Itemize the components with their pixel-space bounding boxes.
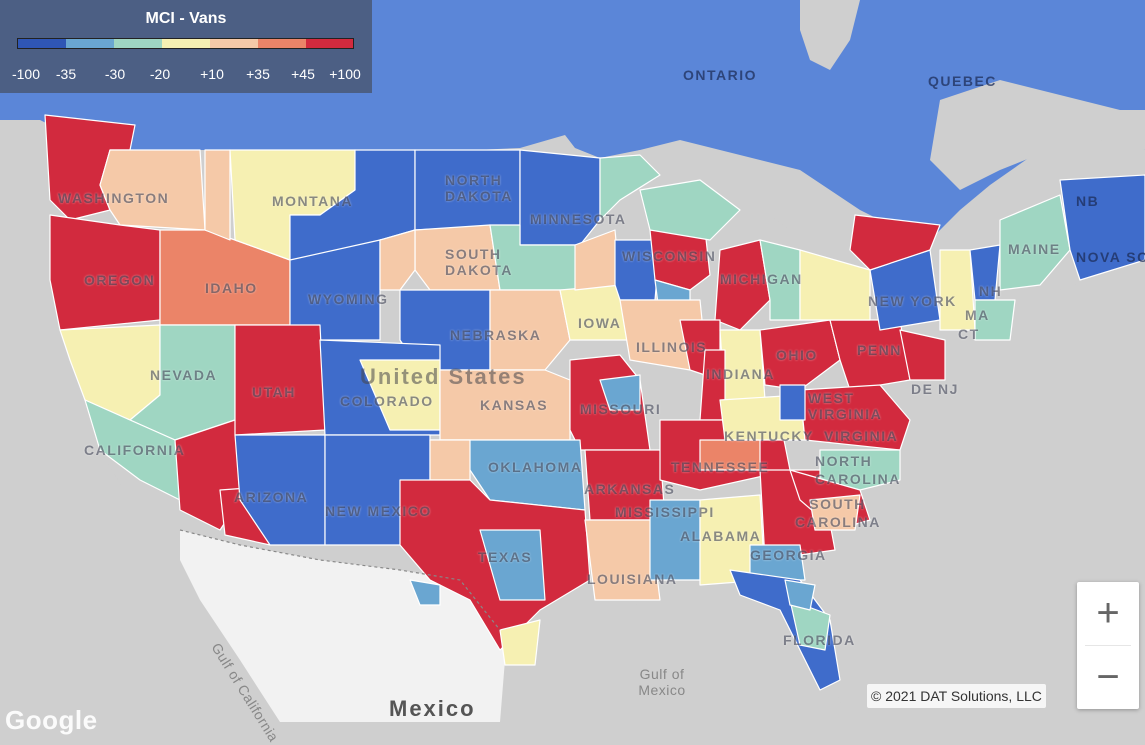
label-nb: NB	[1076, 193, 1100, 209]
map-graphic: .b { stroke: #ffffff; stroke-width: 1.2;…	[0, 0, 1145, 722]
label-nj: NJ	[938, 381, 959, 397]
label-illinois: ILLINOIS	[636, 339, 708, 355]
zoom-in-button[interactable]: +	[1096, 591, 1120, 635]
map-canvas[interactable]: .b { stroke: #ffffff; stroke-width: 1.2;…	[0, 0, 1145, 722]
region-north-carolina	[819, 449, 901, 491]
label-idaho: IDAHO	[205, 280, 258, 296]
label-utah: UTAH	[252, 384, 296, 400]
label-oklahoma: OKLAHOMA	[488, 459, 583, 475]
legend-swatch	[114, 39, 162, 48]
label-ohio: OHIO	[776, 347, 818, 363]
legend-color-scale	[17, 38, 354, 49]
map-legend: MCI - Vans -100 -35 -30 -20 +10 +35 +45 …	[0, 0, 372, 93]
label-nova-scotia: NOVA SC	[1076, 249, 1145, 265]
label-georgia: GEORGIA	[750, 547, 827, 563]
zoom-out-button[interactable]: −	[1096, 655, 1120, 699]
legend-tick: -100	[11, 66, 41, 82]
region-minnesota	[519, 149, 601, 246]
label-quebec: QUEBEC	[928, 73, 997, 89]
label-louisiana: LOUISIANA	[587, 571, 678, 587]
label-kentucky: KENTUCKY	[724, 428, 814, 444]
label-mexico: Mexico	[389, 696, 476, 721]
label-arizona: ARIZONA	[234, 489, 309, 505]
label-south-dakota: SOUTH DAKOTA	[445, 246, 513, 278]
region-michigan	[714, 239, 771, 331]
label-ma: MA	[965, 307, 990, 323]
legend-tick: +35	[246, 66, 270, 82]
label-north-carolina: NORTH CAROLINA	[815, 453, 901, 487]
legend-title: MCI - Vans	[145, 10, 227, 27]
region-ohio	[759, 319, 841, 391]
label-montana: MONTANA	[272, 193, 354, 209]
legend-tick: +100	[329, 66, 361, 82]
label-west-virginia: WEST VIRGINIA	[808, 390, 883, 422]
label-de: DE	[911, 381, 934, 397]
label-indiana: INDIANA	[706, 366, 775, 382]
label-wisconsin: WISCONSIN	[622, 248, 717, 264]
region-arizona	[234, 434, 326, 546]
label-virginia: VIRGINIA	[824, 428, 899, 444]
legend-tick: -30	[104, 66, 126, 82]
legend-swatch	[258, 39, 306, 48]
label-iowa: IOWA	[578, 315, 622, 331]
label-nh: NH	[979, 283, 1003, 299]
legend-tick: +10	[200, 66, 224, 82]
legend-tick: -20	[149, 66, 171, 82]
label-minnesota: MINNESOTA	[530, 211, 627, 227]
label-washington: WASHINGTON	[58, 190, 170, 206]
label-tennessee: TENNESSEE	[671, 459, 770, 475]
label-michigan: MICHIGAN	[720, 271, 803, 287]
region-virginia	[799, 384, 911, 451]
legend-swatch	[162, 39, 210, 48]
region-utah	[234, 324, 326, 436]
label-new-york: NEW YORK	[868, 293, 957, 309]
zoom-controls: + −	[1077, 582, 1139, 709]
label-alabama: ALABAMA	[680, 528, 762, 544]
label-ct: CT	[958, 326, 980, 342]
label-colorado: COLORADO	[340, 393, 434, 409]
label-arkansas: ARKANSAS	[584, 481, 676, 497]
label-texas: TEXAS	[478, 549, 533, 565]
google-logo: Google	[5, 705, 98, 735]
label-maine: MAINE	[1008, 241, 1061, 257]
label-missouri: MISSOURI	[580, 401, 662, 417]
region-wyoming	[289, 239, 381, 341]
legend-swatch	[66, 39, 114, 48]
label-new-mexico: NEW MEXICO	[325, 503, 432, 519]
label-oregon: OREGON	[84, 272, 156, 288]
legend-swatch	[210, 39, 258, 48]
label-pennsylvania: PENN	[857, 342, 902, 358]
label-nebraska: NEBRASKA	[450, 327, 542, 343]
label-kansas: KANSAS	[480, 397, 549, 413]
label-south-carolina: SOUTH CAROLINA	[795, 496, 881, 530]
copyright-notice: © 2021 DAT Solutions, LLC	[867, 684, 1046, 708]
legend-swatch	[306, 39, 353, 48]
legend-tick: -35	[55, 66, 77, 82]
legend-swatch	[18, 39, 66, 48]
legend-tick: +45	[291, 66, 315, 82]
label-north-dakota: NORTH DAKOTA	[445, 172, 513, 204]
region-louisiana	[584, 519, 661, 601]
label-gulf-of-mexico: Gulf of Mexico	[638, 666, 686, 698]
label-mississippi: MISSISSIPPI	[615, 504, 715, 520]
label-united-states: United States	[360, 364, 527, 389]
region-maine	[999, 194, 1071, 291]
label-wyoming: WYOMING	[308, 291, 389, 307]
label-ontario: ONTARIO	[683, 67, 758, 83]
label-nevada: NEVADA	[150, 367, 218, 383]
label-florida: FLORIDA	[783, 632, 856, 648]
zoom-divider	[1085, 645, 1131, 646]
label-california: CALIFORNIA	[84, 442, 186, 458]
